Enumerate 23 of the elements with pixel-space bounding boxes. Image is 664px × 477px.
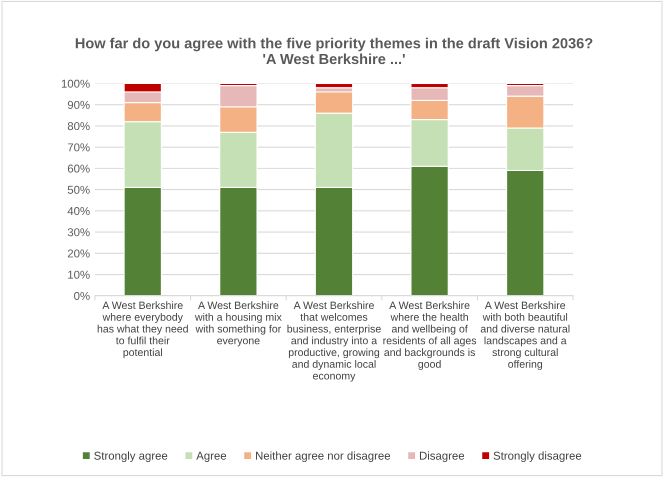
- y-tick-label: 90%: [68, 100, 90, 109]
- x-tick-label: A West Berkshire where everybody has what they need to fulfil their potential: [98, 301, 188, 358]
- bar: [314, 83, 354, 88]
- y-tick-label: 50%: [68, 186, 90, 194]
- y-tick-label: 60%: [68, 164, 90, 173]
- x-tick-label: A West Berkshire with a housing mix with something for everyone: [194, 301, 282, 346]
- x-tick-label: A West Berkshire that welcomes business, enterprise and industry into a productive, growing and dynamic local economy: [287, 301, 381, 382]
- chart-title: How far do you agree with the five priority themes in the draft Vision 2036? 'A West Berkshire ...': [76, 38, 592, 64]
- x-tick-label: A West Berkshire with both beautiful and diverse natural landscapes and a strong cultural offering: [480, 301, 570, 370]
- y-tick-label: 100%: [62, 80, 90, 88]
- y-tick-label: 80%: [68, 122, 90, 130]
- legend-label: Agree: [196, 452, 226, 462]
- legend-label: Strongly agree: [94, 451, 168, 462]
- y-tick-label: 70%: [68, 143, 90, 152]
- y-tick-label: 10%: [68, 270, 90, 279]
- legend-label: Neither agree nor disagree: [256, 451, 390, 462]
- legend-label: Strongly disagree: [494, 451, 582, 462]
- legend-label: Disagree: [420, 451, 464, 462]
- x-tick-label: A West Berkshire where the health and wellbeing of residents of all ages and backgrounds is good: [383, 301, 476, 370]
- y-tick-label: 0%: [74, 292, 90, 300]
- y-tick-label: 30%: [68, 228, 90, 236]
- y-tick-label: 20%: [68, 249, 90, 258]
- y-tick-label: 40%: [68, 207, 90, 216]
